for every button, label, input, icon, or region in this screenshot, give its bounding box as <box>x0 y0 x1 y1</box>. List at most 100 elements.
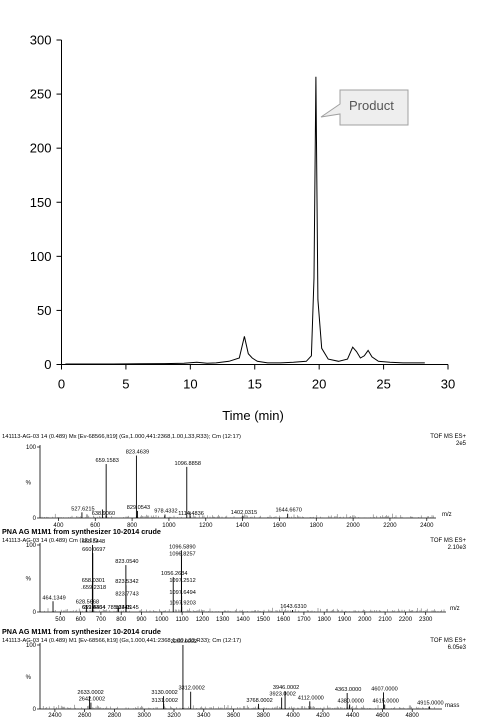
chromatogram-trace <box>65 76 425 365</box>
spectrum-x-tick-label: 3400 <box>197 713 211 719</box>
spectrum-x-tick-label: 600 <box>90 523 101 529</box>
spectrum-peak-label: 823.5342 <box>115 579 138 585</box>
spectrum-x-tick-label: 900 <box>136 617 147 623</box>
spectrum-x-tick-label: 1800 <box>310 523 324 529</box>
spectrum-x-tick-label: 1700 <box>297 617 311 623</box>
spectrum-x-tick-label: 800 <box>116 617 127 623</box>
spectrum-peak-label: 1097.2512 <box>169 578 195 584</box>
spectrum-peak-label: 978.4332 <box>154 508 177 514</box>
spectrum-x-tick-label: 1600 <box>273 523 287 529</box>
instrument-mode: TOF MS ES+ <box>430 538 466 544</box>
spectrum-x-tick-label: 400 <box>53 523 64 529</box>
spectrum-x-tick-label: 4800 <box>406 713 420 719</box>
spectrum-x-tick-label: 800 <box>127 523 138 529</box>
spectrum-peak-label: 464.1349 <box>42 595 65 601</box>
spectrum-y-tick-label: 0 <box>33 707 37 713</box>
spectrum-peak-label: 824.0145 <box>115 605 138 611</box>
spectrum-x-tick-label: 4600 <box>376 713 390 719</box>
y-tick-label: 300 <box>30 33 52 48</box>
spectrum-x-tick-label: 1000 <box>155 617 169 623</box>
spectrum-peak-label: 1096.8858 <box>175 461 201 467</box>
spectrum-x-tick-label: 1800 <box>318 617 332 623</box>
spectrum-peak-label: 4615.0000 <box>372 699 398 705</box>
y-tick-label: 150 <box>30 195 52 210</box>
x-tick-label: 5 <box>122 377 129 392</box>
x-tick-label: 25 <box>376 377 390 392</box>
spectrum-header: 141113-AG-03 14 (0.489) M1 [Ev-68566,It1… <box>2 638 241 644</box>
spectrum-x-tick-label: 1100 <box>176 617 190 623</box>
spectrum-header: 141113-AG-03 14 (0.489) Mx [Ev-68566,It1… <box>2 434 241 440</box>
spectrum-peak-label: .659.2318 <box>81 585 106 591</box>
spectrum-peak-label: 658.0301 <box>82 578 105 584</box>
spectrum-peak-label: 2633.0002 <box>77 690 103 696</box>
spectrum-peak-label: 659.1583 <box>95 458 118 464</box>
spectrum-x-tick-label: 600 <box>76 617 87 623</box>
spectrum-peak-label: 4363.0000 <box>335 687 361 693</box>
spectrum-peak-label: 4915.0000 <box>417 700 443 706</box>
spectrum-x-tick-label: 3200 <box>167 713 181 719</box>
x-ticks: 0 5 10 15 20 25 30 <box>58 364 455 392</box>
y-tick-label: 0 <box>44 357 51 372</box>
spectrum-x-tick-label: 2400 <box>48 713 62 719</box>
spectrum-peak-label: 1096.5890 <box>169 544 195 550</box>
spectrum-x-label: m/z <box>442 512 452 518</box>
spectrum-peak-label: 3946.0002 <box>273 685 299 691</box>
spectrum-peak-label: 1644.6670 <box>275 508 301 514</box>
intensity-scale: 2e5 <box>456 441 467 447</box>
spectrum-x-tick-label: 500 <box>55 617 66 623</box>
spectrum-x-tick-label: 1900 <box>338 617 352 623</box>
spectrum-peak-label: 4380.0000 <box>337 699 363 705</box>
spectrum-peak-label: 527.6215 <box>71 506 94 512</box>
spectrum-x-tick-label: 2200 <box>383 523 397 529</box>
spectrum-x-label: m/z <box>450 606 460 612</box>
instrument-mode: TOF MS ES+ <box>430 434 466 440</box>
spectrum-y-tick-label: 0 <box>33 610 37 616</box>
spectrum-peak-label: 3130.0002 <box>151 690 177 696</box>
product-callout: Product <box>320 89 409 126</box>
spectrum-peak-label: 4607.0000 <box>371 686 397 692</box>
y-tick-label: 50 <box>37 303 51 318</box>
spectrum-x-tick-label: 4400 <box>346 713 360 719</box>
spectrum-x-tick-label: 2100 <box>378 617 392 623</box>
spectrum-x-tick-label: 2400 <box>420 523 434 529</box>
ms-panel-3: PNA AG M1M1 from synthesizer 10-2014 cru… <box>2 627 467 719</box>
spectrum-peak-label: 1114.4836 <box>178 511 204 517</box>
y-tick-label: 200 <box>30 141 52 156</box>
spectrum-x-tick-label: 2200 <box>399 617 413 623</box>
spectrum-peak-label: 1096.8257 <box>169 551 195 557</box>
spectrum-peak-label: 823.0540 <box>115 559 138 565</box>
callout-box <box>320 89 409 126</box>
spectrum-peak-label: 3312.0002 <box>178 686 204 692</box>
spectrum-noise <box>41 704 440 709</box>
spectrum-peak-label: 3260.0002 <box>171 639 197 645</box>
x-tick-label: 20 <box>312 377 326 392</box>
spectrum-peak-label: 823.4639 <box>126 450 149 456</box>
spectrum-peak-label: 3131.0002 <box>152 698 178 704</box>
x-axis-label: Time (min) <box>222 408 284 423</box>
spectrum-noise <box>41 513 434 518</box>
spectrum-x-tick-label: 3600 <box>227 713 241 719</box>
x-tick-label: 30 <box>441 377 455 392</box>
spectrum-x-tick-label: 2000 <box>346 523 360 529</box>
spectrum-y-tick-label: 100 <box>26 543 37 549</box>
spectrum-y-tick-label: 0 <box>33 516 37 522</box>
callout-label: Product <box>349 98 394 113</box>
spectrum-x-tick-label: 1600 <box>277 617 291 623</box>
spectrum-x-tick-label: 3800 <box>257 713 271 719</box>
spectrum-x-tick-label: 2600 <box>78 713 92 719</box>
spectrum-peak-label: 3768.0002 <box>246 698 272 704</box>
spectrum-x-tick-label: 1400 <box>236 617 250 623</box>
x-tick-label: 10 <box>183 377 197 392</box>
spectrum-y-label: % <box>26 675 32 681</box>
instrument-mode: TOF MS ES+ <box>430 638 466 644</box>
spectrum-x-tick-label: 700 <box>96 617 107 623</box>
intensity-scale: 6.05e3 <box>448 645 467 651</box>
x-tick-label: 0 <box>58 377 65 392</box>
spectrum-peak-label: 785.3345 <box>108 605 131 611</box>
spectrum-y-label: % <box>26 481 32 487</box>
spectrum-x-tick-label: 1000 <box>162 523 176 529</box>
spectrum-peak-label: 4112.0000 <box>298 695 324 701</box>
ms-panel-2: PNA AG M1M1 from synthesizer 10-2014 cru… <box>2 527 467 623</box>
